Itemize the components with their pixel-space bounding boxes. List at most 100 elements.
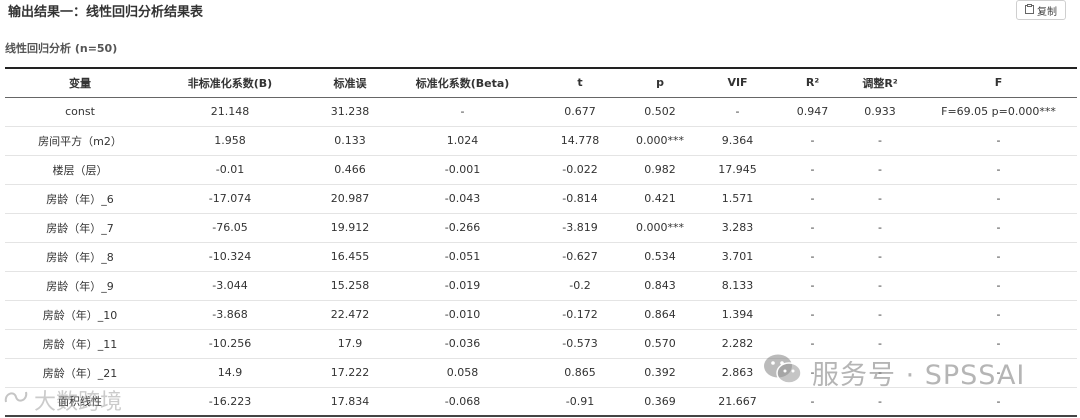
table-cell: - (996, 221, 1001, 234)
table-cell: -0.010 (444, 308, 481, 321)
page-title: 输出结果一：线性回归分析结果表 (8, 5, 204, 20)
table-cell: - (810, 221, 815, 234)
table-cell: - (996, 308, 1001, 321)
table-cell: - (878, 337, 882, 350)
copy-button-label: 复制 (1037, 6, 1057, 18)
table-cell: - (810, 163, 815, 176)
table-cell: - (878, 192, 882, 205)
table-cell: 0.570 (644, 337, 676, 350)
corner-watermark-text: 大数跨境 (34, 390, 123, 415)
table-cell: 0.534 (644, 250, 676, 263)
table-cell: 0.502 (644, 105, 676, 118)
table-cell: 0.133 (334, 134, 366, 147)
table-cell: 14.9 (217, 366, 243, 379)
table-cell: 0.947 (796, 105, 829, 118)
table-cell: - (878, 308, 882, 321)
table-cell: - (996, 337, 1001, 350)
variable-name-cell: 房龄（年）_21 (42, 366, 118, 380)
table-cell: -3.868 (212, 308, 248, 321)
table-cell: 14.778 (560, 134, 600, 147)
table-cell: - (996, 250, 1001, 263)
variable-name-cell: 房龄（年）_11 (42, 337, 118, 351)
table-cell: - (996, 394, 1001, 408)
table-cell: 0.933 (864, 105, 896, 118)
column-header: 调整R² (862, 76, 898, 90)
table-cell: 1.024 (446, 134, 479, 147)
variable-name-cell: 房龄（年）_7 (46, 221, 114, 235)
table-cell: 1.958 (214, 134, 246, 147)
table-cell: - (996, 366, 1001, 379)
variable-name-cell: 房间平方（m2） (38, 134, 122, 148)
loop-icon (2, 386, 30, 414)
table-row: 房龄（年）_7 -76.05 19.912 -0.266 -3.819 0.000*** 3… (5, 213, 1077, 242)
column-header: 变量 (69, 76, 91, 90)
table-cell: -0.2 (569, 279, 591, 292)
table-cell: 16.455 (330, 250, 370, 263)
table-cell: -0.266 (444, 221, 481, 234)
variable-name-cell: const (65, 105, 95, 118)
table-cell: -0.036 (444, 337, 481, 350)
column-header: t (577, 76, 583, 90)
table-cell: 22.472 (330, 308, 370, 321)
column-header: R² (805, 76, 820, 90)
table-cell: -0.172 (562, 308, 598, 321)
table-cell: -0.019 (444, 279, 481, 292)
table-cell: 0.000*** (636, 134, 684, 147)
table-cell: F=69.05 p=0.000*** (941, 105, 1056, 118)
table-cell: -0.001 (444, 163, 481, 176)
column-header: 标准误 (333, 76, 367, 90)
table-row: 房龄（年）_21 14.9 17.222 0.058 0.865 0.392 2.863 - -… (5, 358, 1077, 387)
table-cell: -0.01 (215, 163, 245, 176)
table-cell: 0.864 (644, 308, 676, 321)
table-cell: 3.701 (721, 250, 754, 263)
column-header: F (994, 76, 1003, 90)
table-row: 房龄（年）_9 -3.044 15.258 -0.019 -0.2 0.843 8.133 -… (5, 271, 1077, 300)
table-subtitle: 线性回归分析 (n=50) (5, 42, 118, 55)
table-cell: -17.074 (208, 192, 252, 205)
table-cell: -0.068 (444, 394, 481, 408)
table-cell: 0.843 (644, 279, 676, 292)
table-cell: 17.222 (330, 366, 370, 379)
table-cell: -10.324 (208, 250, 252, 263)
table-cell: 0.865 (564, 366, 596, 379)
table-cell: -0.91 (565, 394, 595, 408)
table-cell: - (810, 308, 815, 321)
table-cell: 1.571 (721, 192, 754, 205)
table-cell: -0.573 (562, 337, 598, 350)
copy-button[interactable]: 复制 (1016, 0, 1066, 20)
table-cell: - (735, 105, 740, 118)
column-header: p (656, 76, 664, 90)
table-cell: -0.051 (444, 250, 481, 263)
column-header: VIF (727, 76, 748, 90)
table-cell: 19.912 (330, 221, 370, 234)
table-cell: -3.819 (562, 221, 598, 234)
variable-name-cell: 面积线性 (58, 395, 102, 409)
variable-name-cell: 房龄（年）_6 (46, 192, 114, 206)
table-cell: -0.814 (562, 192, 598, 205)
table-cell: 2.282 (721, 337, 754, 350)
variable-name-cell: 楼层（层） (52, 163, 108, 177)
table-cell: 17.945 (718, 163, 757, 176)
table-cell: 8.133 (721, 279, 754, 292)
table-cell: 0.058 (446, 366, 479, 379)
table-cell: - (810, 394, 815, 408)
regression-table: 变量 非标准化系数(B) 标准误 标准化系数(Beta) t p VIF R² … (5, 67, 1077, 417)
table-row: 房龄（年）_10 -3.868 22.472 -0.010 -0.172 0.864 1.3… (5, 300, 1077, 329)
table-cell: - (878, 134, 882, 147)
table-cell: -3.044 (212, 279, 248, 292)
wechat-watermark: 服务号 · SPSSAI (762, 352, 1025, 393)
table-cell: - (996, 279, 1001, 292)
table-header-row: 变量 非标准化系数(B) 标准误 标准化系数(Beta) t p VIF R² … (5, 68, 1077, 97)
table-cell: - (810, 250, 815, 263)
variable-name-cell: 房龄（年）_9 (46, 279, 114, 293)
table-cell: - (810, 366, 815, 379)
table-cell: 1.394 (721, 308, 754, 321)
table-cell: -16.223 (208, 394, 252, 408)
variable-name-cell: 房龄（年）_10 (42, 308, 118, 322)
table-cell: 0.677 (564, 105, 596, 118)
table-cell: - (810, 192, 815, 205)
table-cell: - (810, 337, 815, 350)
table-cell: -0.022 (562, 163, 598, 176)
column-header: 标准化系数(Beta) (415, 76, 510, 90)
table-row: 房龄（年）_11 -10.256 17.9 -0.036 -0.573 0.570 2.28… (5, 329, 1077, 358)
